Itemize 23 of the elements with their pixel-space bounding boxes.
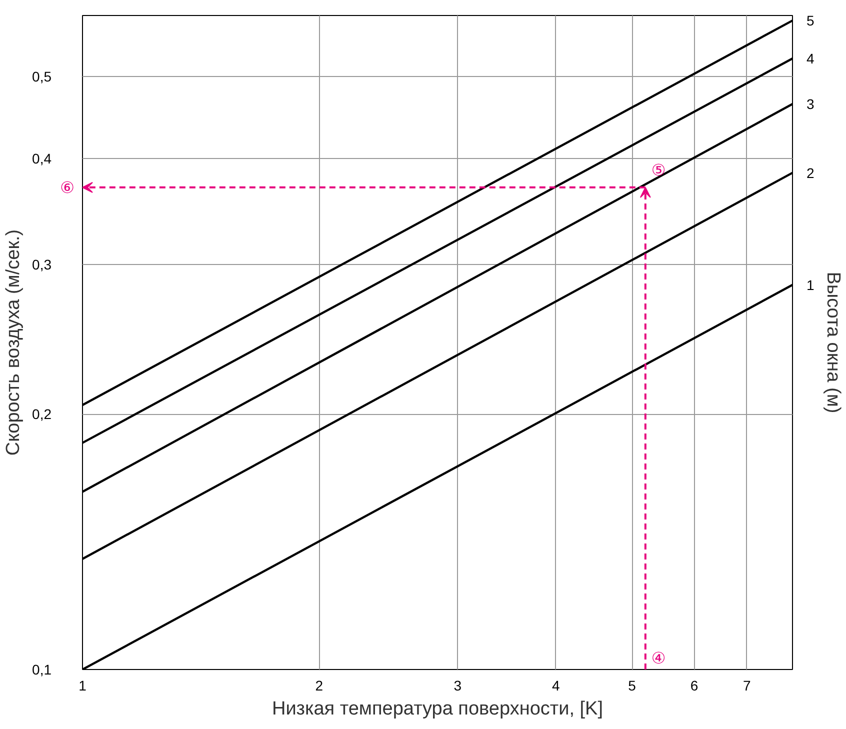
- x-tick-label: 3: [454, 678, 462, 694]
- y2-axis-title: Высота окна (м): [822, 272, 844, 414]
- annotation: ⑤: [651, 160, 666, 180]
- x-tick-label: 6: [690, 678, 698, 694]
- y-tick-label: 0,3: [32, 256, 52, 273]
- text: ⑥: [60, 178, 74, 197]
- y-axis-title: Скорость воздуха (м/сек.): [3, 229, 24, 456]
- series-label: 2: [806, 164, 814, 181]
- series-label: 4: [806, 50, 814, 67]
- series-label: 3: [806, 96, 814, 112]
- x-tick-label: 1: [78, 678, 87, 694]
- series-label: 5: [806, 12, 814, 29]
- y-tick-label: 0,1: [32, 662, 52, 678]
- y-tick-label: 0,2: [32, 406, 52, 422]
- y-tick-label: 0,5: [32, 68, 52, 84]
- series-label: 1: [806, 276, 814, 293]
- annotation: ④: [651, 648, 666, 668]
- x-tick-label: 4: [552, 678, 560, 694]
- x-tick-label: 7: [743, 678, 752, 694]
- x-tick-label: 2: [315, 678, 324, 694]
- x-axis-title: Низкая температура поверхности, [K]: [272, 698, 604, 720]
- y-tick-label: 0,4: [32, 150, 52, 167]
- x-tick-label: 5: [628, 678, 636, 694]
